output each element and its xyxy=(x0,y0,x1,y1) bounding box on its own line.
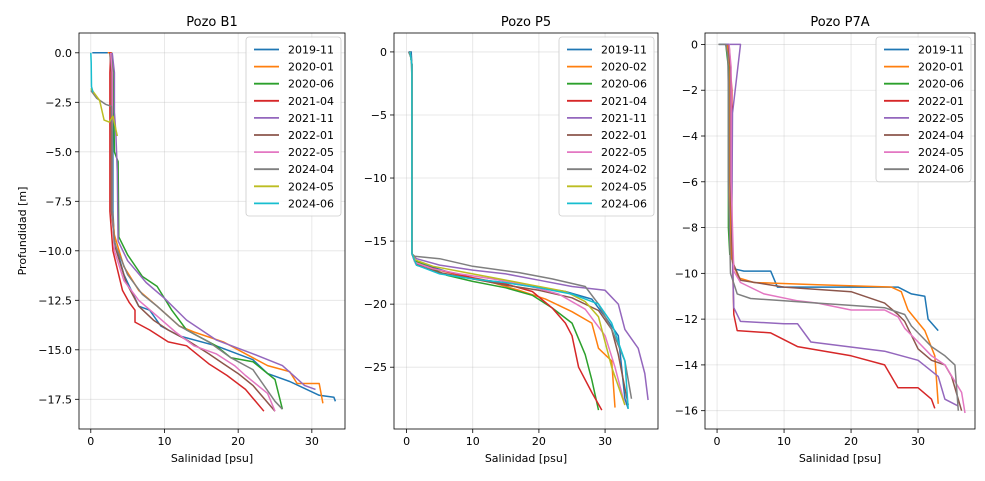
y-tick-label: −4 xyxy=(682,130,698,143)
y-tick-label: −10.0 xyxy=(38,245,72,258)
panel-pozo-p7a: 0 10 20 30 0 −2 −4 −6 −8 −10 −12 −14 −16 Pozo P7A Sali… xyxy=(675,15,976,465)
legend-label: 2020-01 xyxy=(288,61,334,74)
legend-label: 2024-05 xyxy=(918,146,964,159)
chart-title: Pozo P7A xyxy=(810,15,869,30)
y-tick-label: −20 xyxy=(364,298,387,311)
x-tick-label: 10 xyxy=(777,435,791,448)
y-tick-label: −15.0 xyxy=(38,344,72,357)
x-tick-label: 20 xyxy=(532,435,546,448)
legend-label: 2024-06 xyxy=(288,197,334,210)
y-tick-label: −8 xyxy=(682,222,698,235)
y-tick-label: −16 xyxy=(675,405,698,418)
x-axis-label: Salinidad [psu] xyxy=(799,452,881,465)
y-tick-label: −10 xyxy=(675,267,698,280)
x-tick-label: 30 xyxy=(305,435,319,448)
series-line-2022-05 xyxy=(723,43,959,407)
legend-label: 2022-01 xyxy=(918,95,964,108)
x-tick-label: 10 xyxy=(157,435,171,448)
legend-label: 2024-05 xyxy=(288,180,334,193)
y-tick-label: −12 xyxy=(675,313,698,326)
series-line-2024-05 xyxy=(728,44,966,414)
axes-frame xyxy=(704,32,976,430)
y-tick-label: −6 xyxy=(682,176,698,189)
series-line-2020-06 xyxy=(111,52,284,410)
series-line-2021-04 xyxy=(109,52,265,412)
chart-title: Pozo P5 xyxy=(501,15,551,30)
legend: 2019-11 2020-01 2020-06 2022-01 2022-05 2024-… xyxy=(875,36,972,183)
y-tick-label: 0 xyxy=(380,46,387,59)
legend-box xyxy=(558,36,655,217)
x-tick-label: 0 xyxy=(714,435,721,448)
legend-label: 2019-11 xyxy=(601,44,647,57)
legend-label: 2024-04 xyxy=(918,129,964,142)
legend-label: 2020-06 xyxy=(918,78,964,91)
x-axis-label: Salinidad [psu] xyxy=(171,452,253,465)
legend-label: 2021-11 xyxy=(601,112,647,125)
legend-label: 2022-01 xyxy=(288,129,334,142)
y-tick-label: 0.0 xyxy=(55,47,73,60)
panel-pozo-b1: 0 10 20 30 0.0 −2.5 −5.0 −7.5 −10.0 −12.5 −15.0 −17… xyxy=(16,15,346,465)
legend-label: 2021-04 xyxy=(288,95,334,108)
axes-frame xyxy=(78,32,346,430)
legend: 2019-11 2020-01 2020-06 2021-04 2021-11 2022-… xyxy=(245,36,342,217)
chart-title: Pozo B1 xyxy=(186,15,237,30)
y-tick-label: −25 xyxy=(364,361,387,374)
legend-box xyxy=(875,36,972,183)
x-tick-label: 10 xyxy=(466,435,480,448)
legend-label: 2022-05 xyxy=(601,146,647,159)
y-tick-label: −5 xyxy=(371,109,387,122)
legend-label: 2022-01 xyxy=(601,129,647,142)
legend: 2019-11 2020-02 2020-06 2021-04 2021-11 2022-… xyxy=(558,36,655,217)
x-tick-label: 30 xyxy=(598,435,612,448)
legend-label: 2024-04 xyxy=(288,163,334,176)
x-tick-label: 20 xyxy=(844,435,858,448)
legend-label: 2024-06 xyxy=(601,197,647,210)
legend-label: 2021-04 xyxy=(601,95,647,108)
series-line-2024-06 xyxy=(718,43,960,411)
axes-frame xyxy=(393,32,659,430)
x-tick-label: 0 xyxy=(87,435,94,448)
series-line-2024-05 xyxy=(90,87,119,137)
y-tick-label: −15 xyxy=(364,235,387,248)
y-axis-label: Profundidad [m] xyxy=(16,187,29,276)
panel-pozo-p5: 0 10 20 30 0 −5 −10 −15 −20 −25 Pozo P5 Salinidad [… xyxy=(364,15,659,465)
legend-label: 2021-11 xyxy=(288,112,334,125)
y-tick-label: −10 xyxy=(364,172,387,185)
x-tick-label: 30 xyxy=(911,435,925,448)
y-tick-label: −2 xyxy=(682,84,698,97)
series-line-2024-04 xyxy=(727,44,963,411)
legend-label: 2020-06 xyxy=(601,78,647,91)
legend-label: 2020-01 xyxy=(918,61,964,74)
legend-label: 2024-02 xyxy=(601,163,647,176)
legend-label: 2022-05 xyxy=(918,112,964,125)
legend-label: 2024-05 xyxy=(601,180,647,193)
series-group xyxy=(407,51,649,411)
series-line-2024-04 xyxy=(90,89,283,410)
legend-label: 2020-06 xyxy=(288,78,334,91)
y-tick-label: −17.5 xyxy=(38,393,72,406)
legend-label: 2022-05 xyxy=(288,146,334,159)
series-line-2024-06 xyxy=(409,51,629,409)
legend-box xyxy=(245,36,342,217)
y-tick-label: −5.0 xyxy=(45,146,72,159)
series-line-2021-11 xyxy=(111,52,316,391)
series-group xyxy=(90,52,337,412)
legend-label: 2019-11 xyxy=(288,44,334,57)
y-tick-label: −2.5 xyxy=(45,96,72,109)
y-tick-label: −14 xyxy=(675,359,698,372)
y-tick-label: −12.5 xyxy=(38,294,72,307)
y-tick-label: 0 xyxy=(691,38,698,51)
x-axis-label: Salinidad [psu] xyxy=(485,452,567,465)
y-tick-label: −7.5 xyxy=(45,195,72,208)
legend-label: 2019-11 xyxy=(918,44,964,57)
x-tick-label: 20 xyxy=(231,435,245,448)
series-line-2024-06 xyxy=(90,52,94,93)
x-tick-label: 0 xyxy=(403,435,410,448)
legend-label: 2020-02 xyxy=(601,61,647,74)
legend-label: 2024-06 xyxy=(918,163,964,176)
series-group xyxy=(718,43,966,414)
